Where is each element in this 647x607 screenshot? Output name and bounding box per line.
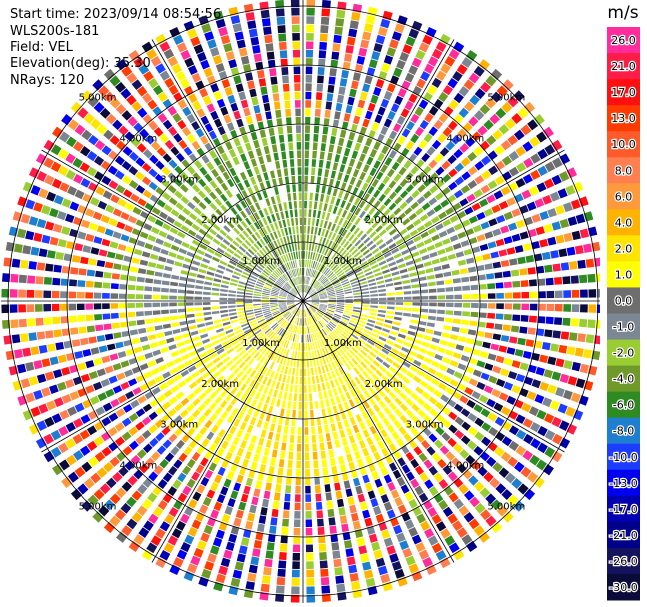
range-ring-label: 4.00km (120, 134, 158, 145)
colorbar-swatch (607, 183, 640, 210)
colorbar-swatch (607, 443, 640, 471)
colorbar-swatch (607, 391, 640, 419)
colorbar-tick-label: -2.0 (613, 347, 634, 360)
range-ring-label: 3.00km (406, 420, 444, 431)
range-ring-label: 4.00km (447, 134, 485, 145)
velocity-colorbar: m/s 26.0 21.0 17.0 13.0 10.0 8.0 6.0 4.0 2.0 1.0 0.… (607, 3, 640, 601)
nrays-label: NRays: 120 (10, 73, 85, 88)
azimuth-spoke (41, 149, 304, 302)
colorbar-swatch (607, 495, 640, 523)
range-ring-label: 3.00km (160, 174, 198, 185)
range-ring-label: 5.00km (487, 501, 525, 512)
colorbar-swatch (607, 79, 640, 106)
azimuth-spoke (302, 39, 455, 302)
colorbar-tick-label: 4.0 (615, 216, 633, 229)
colorbar-swatch (607, 287, 640, 314)
colorbar-swatch (607, 573, 640, 601)
colorbar-tick-label: -6.0 (613, 399, 634, 412)
colorbar-swatch (607, 53, 640, 80)
colorbar-swatch (607, 131, 640, 158)
colorbar-tick-label: 26.0 (611, 34, 636, 47)
colorbar-swatch (607, 339, 640, 367)
colorbar-swatch (607, 417, 640, 445)
azimuth-spoke (302, 149, 565, 302)
ppi-velocity-gates (1, 0, 600, 603)
range-ring-label: 4.00km (447, 461, 485, 472)
colorbar-tick-label: 17.0 (611, 86, 636, 99)
range-ring-label: 1.00km (324, 338, 362, 349)
azimuth-spoke (41, 300, 304, 453)
range-ring-label: 2.00km (201, 379, 239, 390)
colorbar-swatch (607, 157, 640, 184)
colorbar-swatch (607, 469, 640, 497)
colorbar-tick-label: -26.0 (609, 555, 637, 568)
colorbar-tick-label: 21.0 (611, 60, 636, 73)
colorbar-tick-label: -21.0 (609, 529, 637, 542)
colorbar-tick-label: -4.0 (613, 373, 634, 386)
ppi-scan-plot: 1.00km 1.00km 1.00km 1.00km 2.00km 2.00km 2.00… (1, 0, 600, 603)
range-ring-label: 2.00km (365, 379, 403, 390)
range-ring-label: 2.00km (365, 215, 403, 226)
colorbar-tick-label: 2.0 (615, 242, 633, 255)
range-ring-label: 5.00km (487, 93, 525, 104)
colorbar-tick-label: -10.0 (609, 451, 637, 464)
colorbar-tick-label: -1.0 (613, 321, 634, 334)
colorbar-swatch (607, 27, 640, 54)
range-ring-label: 1.00km (242, 338, 280, 349)
field-label: Field: VEL (10, 40, 73, 55)
colorbar-tick-label: 8.0 (615, 164, 633, 177)
colorbar-tick-label: 13.0 (611, 112, 636, 125)
colorbar-swatch (607, 313, 640, 341)
colorbar-tick-label: 0.0 (615, 295, 633, 308)
azimuth-spoke (302, 300, 565, 453)
colorbar-tick-label: 6.0 (615, 190, 633, 203)
range-ring-label: 1.00km (242, 256, 280, 267)
colorbar-swatch (607, 547, 640, 575)
colorbar-tick-label: -8.0 (613, 425, 634, 438)
colorbar-swatch (607, 105, 640, 132)
elevation-label: Elevation(deg): 35.30 (10, 56, 151, 71)
colorbar-swatch (607, 521, 640, 549)
colorbar-tick-label: 1.0 (615, 268, 633, 281)
colorbar-swatch (607, 235, 640, 262)
range-ring-label: 3.00km (160, 420, 198, 431)
colorbar-tick-label: -13.0 (609, 477, 637, 490)
range-ring-label: 4.00km (120, 461, 158, 472)
colorbar-tick-label: 10.0 (611, 138, 636, 151)
colorbar-tick-label: -30.0 (609, 581, 637, 594)
colorbar-unit-label: m/s (607, 3, 638, 23)
colorbar-swatch (607, 261, 640, 288)
azimuth-spoke (151, 300, 304, 563)
start-time-label: Start time: 2023/09/14 08:54:56 (10, 7, 222, 22)
colorbar-tick-label: -17.0 (609, 503, 637, 516)
instrument-label: WLS200s-181 (10, 24, 100, 39)
range-ring-label: 5.00km (79, 93, 117, 104)
range-ring-label: 3.00km (406, 174, 444, 185)
range-ring-label: 1.00km (324, 256, 362, 267)
range-ring-label: 5.00km (79, 501, 117, 512)
azimuth-spoke (302, 300, 455, 563)
range-ring-label: 2.00km (201, 215, 239, 226)
colorbar-swatch (607, 209, 640, 236)
azimuth-spoke (151, 39, 304, 302)
colorbar-swatch (607, 365, 640, 393)
